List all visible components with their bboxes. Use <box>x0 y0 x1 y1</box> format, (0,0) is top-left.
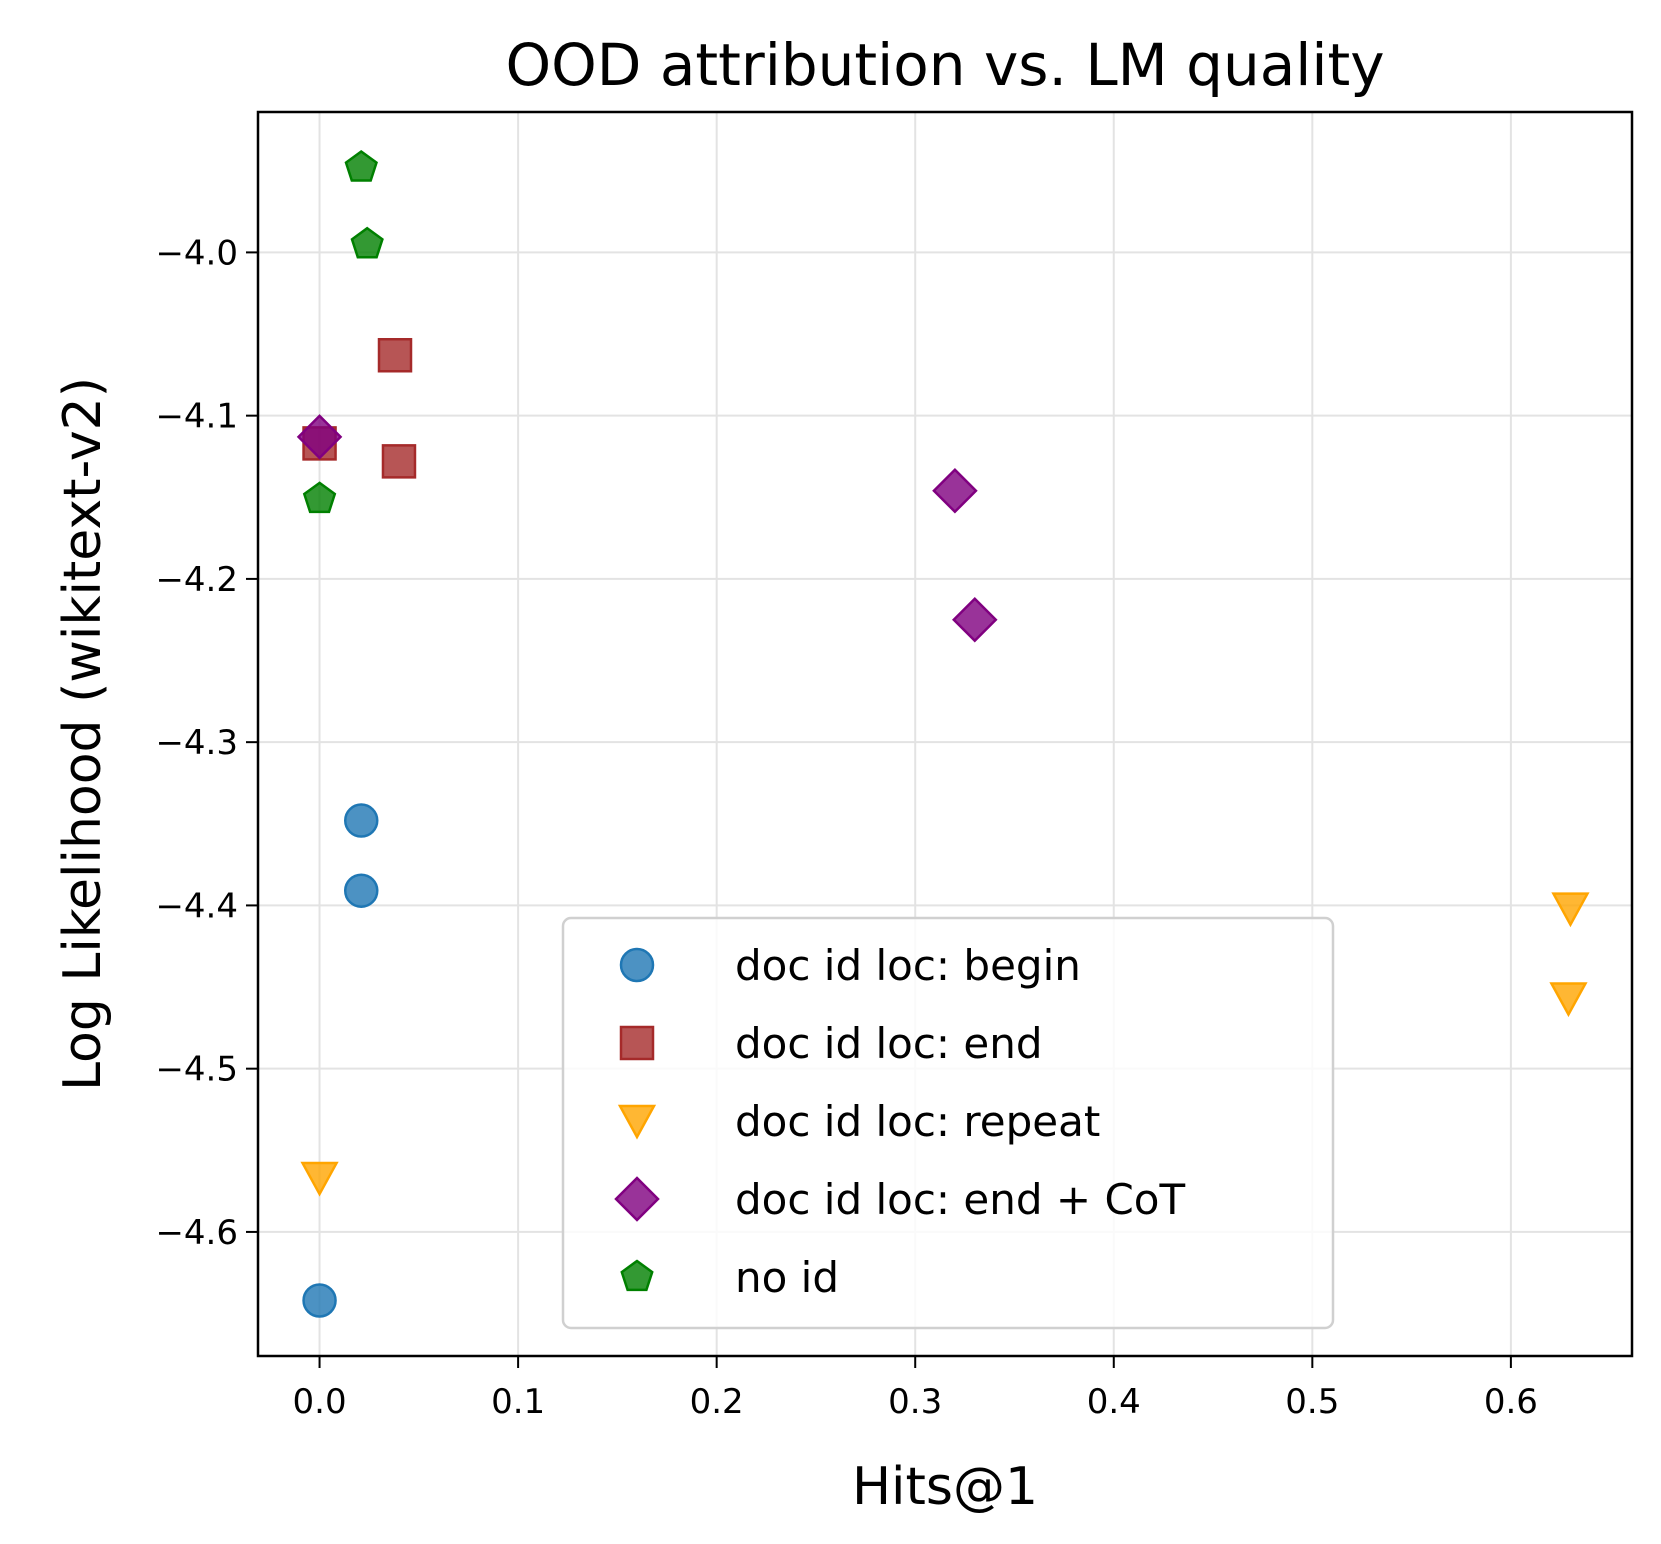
y-tick-label: −4.6 <box>155 1213 238 1253</box>
x-tick-label: 0.5 <box>1285 1382 1339 1422</box>
y-tick-label: −4.5 <box>155 1050 238 1090</box>
legend-box <box>561 916 1335 1330</box>
data-point-circle <box>302 1283 337 1318</box>
y-tick-label: −4.1 <box>155 397 238 437</box>
data-point-square <box>381 444 417 479</box>
plot-frame <box>256 110 1634 1358</box>
legend-label: no id <box>735 1253 839 1302</box>
y-tick-label: −4.0 <box>155 233 238 273</box>
legend-marker-circle <box>619 947 655 983</box>
data-point-square <box>377 337 413 373</box>
y-tick-label: −4.3 <box>155 723 238 763</box>
x-tick-label: 0.0 <box>293 1382 347 1422</box>
y-axis-label: Log Likelihood (wikitext-v2) <box>53 377 113 1091</box>
legend: doc id loc: begin doc id loc: end doc id l… <box>561 916 1335 1330</box>
data-point-triangle-down <box>300 1161 339 1197</box>
x-tick-label: 0.4 <box>1087 1382 1141 1422</box>
data-point-diamond <box>932 467 978 514</box>
data-points <box>296 149 1590 1318</box>
axis-ticks: 0.0 0.1 0.2 0.3 0.4 0.5 0.6 −4.0 −4.1 −4.2 −4.3 −4.… <box>155 233 1537 1422</box>
data-point-pentagon <box>344 149 378 182</box>
x-tick-label: 0.3 <box>888 1382 942 1422</box>
legend-marker-square <box>619 1025 655 1061</box>
legend-marker-triangle-down <box>617 1104 657 1140</box>
legend-label: doc id loc: end + CoT <box>735 1175 1185 1224</box>
x-tick-label: 0.1 <box>491 1382 545 1422</box>
legend-marker-diamond <box>614 1176 660 1222</box>
x-tick-label: 0.2 <box>690 1382 744 1422</box>
data-point-pentagon <box>350 226 384 259</box>
data-point-diamond <box>296 414 343 460</box>
data-point-pentagon <box>302 481 337 514</box>
y-tick-label: −4.2 <box>155 560 238 600</box>
data-point-circle <box>343 873 379 908</box>
legend-marker-pentagon <box>620 1259 654 1292</box>
y-tick-label: −4.4 <box>155 886 238 926</box>
data-point-circle <box>343 803 379 838</box>
x-axis-label: Hits@1 <box>852 1457 1038 1517</box>
legend-label: doc id loc: end <box>735 1019 1043 1068</box>
legend-label: doc id loc: repeat <box>735 1097 1100 1146</box>
data-point-triangle-down <box>1549 982 1588 1018</box>
data-point-diamond <box>952 596 998 643</box>
chart-title: OOD attribution vs. LM quality <box>505 31 1384 99</box>
data-point-triangle-down <box>1551 892 1590 928</box>
x-tick-label: 0.6 <box>1484 1382 1538 1422</box>
legend-label: doc id loc: begin <box>735 941 1081 990</box>
